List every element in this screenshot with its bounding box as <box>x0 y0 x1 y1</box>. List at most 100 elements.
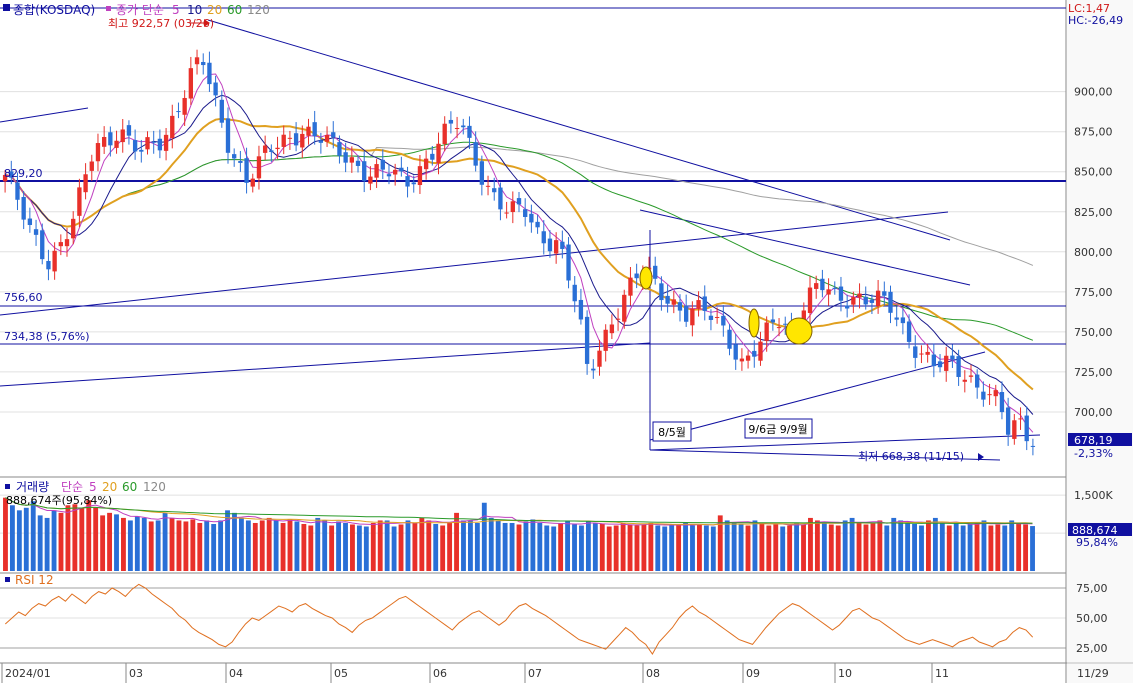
candle-body <box>653 265 658 279</box>
level-label-829: 829,20 <box>4 167 43 180</box>
candle-body <box>95 143 101 162</box>
volume-bar <box>433 523 439 571</box>
candle-body <box>838 286 844 301</box>
candle-body <box>851 297 856 305</box>
highlight-markers <box>639 266 813 345</box>
volume-bar <box>30 501 36 571</box>
volume-bar <box>1023 524 1029 571</box>
candle-body <box>207 62 212 85</box>
volume-bar <box>1009 520 1015 571</box>
candle-body <box>343 152 348 163</box>
candle-body <box>151 141 156 143</box>
candle-body <box>863 296 868 305</box>
candle-body <box>584 316 590 364</box>
legend-swatch <box>3 4 10 11</box>
ma120-label: 120 <box>247 3 270 17</box>
volume-bar <box>523 521 529 571</box>
svg-text:60: 60 <box>122 480 137 494</box>
candle-body <box>919 353 924 355</box>
candle-body <box>547 238 553 252</box>
volume-bar <box>336 521 341 571</box>
level-label-734: 734,38 (5,76%) <box>4 330 90 343</box>
candle-body <box>194 57 200 65</box>
marker-ellipse <box>748 308 760 338</box>
candle-body <box>906 321 912 342</box>
volume-bar <box>308 525 314 571</box>
candle-body <box>1012 420 1017 439</box>
annotation-8-5: 8/5월 <box>658 426 686 439</box>
volume-bar <box>100 515 106 571</box>
candle-body <box>770 319 776 323</box>
volume-bar <box>377 520 383 571</box>
candle-body <box>708 315 714 320</box>
date-tick: 11/29 <box>1077 667 1109 680</box>
rsi-title: RSI 12 <box>15 573 54 587</box>
candle-body <box>77 187 82 216</box>
candle-body <box>411 182 416 185</box>
candle-body <box>516 198 522 205</box>
volume-bar <box>752 520 758 571</box>
candle-body <box>473 142 478 166</box>
candle-body <box>975 374 980 388</box>
volume-bar <box>981 520 987 571</box>
candle-body <box>349 157 354 163</box>
candle-body <box>238 161 243 163</box>
candle-body <box>560 241 565 249</box>
volume-bar <box>870 522 876 571</box>
candle-body <box>256 156 262 179</box>
volume-bar <box>1016 522 1022 571</box>
volume-bar <box>162 512 168 571</box>
candle-body <box>622 294 627 322</box>
candle-body <box>485 185 491 187</box>
candle-body <box>783 323 788 325</box>
ma20-path <box>4 117 1034 391</box>
candle-body <box>733 344 738 360</box>
candle-body <box>529 213 534 223</box>
volume-bar <box>814 520 820 571</box>
volume-bar <box>238 517 244 571</box>
volume-bar <box>898 520 904 571</box>
level-label-756: 756,60 <box>4 291 43 304</box>
date-tick: 07 <box>528 667 542 680</box>
candle-body <box>145 137 150 150</box>
candle-body <box>58 242 63 247</box>
candle-body <box>182 97 187 115</box>
candle-body <box>900 317 906 324</box>
candle-body <box>665 295 670 304</box>
volume-bar <box>690 525 695 571</box>
candle-body <box>1030 445 1036 447</box>
volume-bar <box>648 522 654 571</box>
volume-bar <box>72 504 78 571</box>
volume-bar <box>960 525 966 571</box>
ma60-label: 60 <box>227 3 242 17</box>
candle-body <box>553 240 559 254</box>
change-pct: -2,33% <box>1074 447 1113 460</box>
rsi-legend: RSI 12 <box>5 573 54 587</box>
volume-bar <box>773 524 779 571</box>
candlestick-series <box>2 49 1036 456</box>
candle-body <box>956 356 961 377</box>
trendline-ascending <box>0 211 949 316</box>
svg-text:최고 922,57 (03/26): 최고 922,57 (03/26) <box>108 17 214 30</box>
volume-bar <box>467 520 473 571</box>
candle-body <box>380 159 385 170</box>
volume-bar <box>370 522 376 571</box>
candle-body <box>393 169 398 175</box>
hc-label: HC:-26,49 <box>1068 14 1123 27</box>
main-title: 종합(KOSDAQ) <box>13 3 95 17</box>
candle-body <box>981 391 986 400</box>
volume-bar <box>454 512 459 571</box>
volume-bar <box>530 519 536 571</box>
volume-bar <box>967 524 973 571</box>
volume-bar <box>932 517 938 571</box>
candle-body <box>21 197 26 220</box>
candle-body <box>498 187 503 210</box>
candle-body <box>275 147 280 150</box>
candle-body <box>318 140 324 143</box>
high-note: 최고 922,57 (03/26) <box>108 17 214 30</box>
rsi-path <box>4 583 1034 655</box>
volume-tick: 1,500K <box>1074 489 1113 502</box>
candle-body <box>869 299 875 303</box>
